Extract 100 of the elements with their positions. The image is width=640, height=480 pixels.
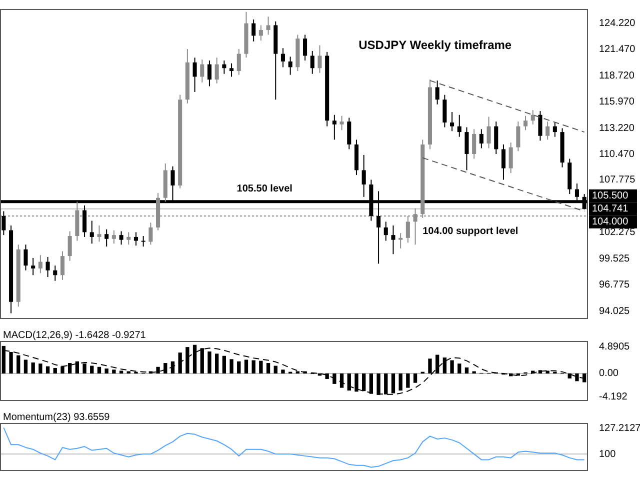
candlestick bbox=[266, 16, 270, 36]
y-tick-label: 118.720 bbox=[599, 70, 635, 82]
bar bbox=[362, 373, 366, 392]
candlestick bbox=[318, 44, 322, 74]
bar bbox=[259, 360, 263, 374]
bar bbox=[332, 373, 336, 384]
candlestick bbox=[442, 94, 447, 128]
candlestick bbox=[457, 114, 462, 138]
y-tick-label: 115.970 bbox=[599, 96, 635, 108]
ref-line-label: 104.741 bbox=[592, 204, 629, 215]
bar bbox=[347, 373, 351, 391]
candlestick bbox=[538, 110, 542, 142]
candlestick bbox=[126, 232, 131, 246]
y-tick-label: 110.470 bbox=[599, 149, 635, 160]
bar bbox=[119, 370, 124, 374]
candlestick bbox=[435, 80, 440, 105]
candlestick bbox=[450, 112, 454, 132]
bar bbox=[208, 351, 212, 374]
bar bbox=[53, 368, 57, 374]
line-series bbox=[3, 348, 585, 395]
bar bbox=[266, 363, 270, 374]
bar bbox=[575, 373, 579, 382]
candlestick bbox=[501, 144, 506, 180]
bar bbox=[546, 370, 550, 374]
candlestick bbox=[230, 62, 234, 78]
bar bbox=[82, 364, 86, 374]
bar bbox=[68, 363, 72, 374]
candlestick bbox=[384, 221, 388, 242]
candlestick bbox=[472, 128, 476, 160]
candlestick bbox=[362, 154, 366, 198]
bar bbox=[442, 358, 447, 374]
bar bbox=[97, 366, 102, 374]
candlestick bbox=[90, 220, 94, 244]
candlestick bbox=[332, 114, 336, 140]
candlestick bbox=[134, 232, 138, 246]
candlestick bbox=[464, 126, 469, 171]
candlestick bbox=[97, 225, 102, 242]
bar bbox=[170, 361, 175, 374]
y-tick-label: 99.525 bbox=[599, 253, 630, 264]
bar bbox=[435, 354, 440, 374]
candlestick bbox=[524, 115, 528, 131]
y-tick-label: 4.8905 bbox=[599, 341, 630, 352]
y-tick-label: 107.775 bbox=[599, 174, 636, 186]
annotation: 105.50 level bbox=[236, 184, 293, 195]
bar bbox=[281, 370, 285, 374]
bar bbox=[230, 359, 234, 374]
bar bbox=[538, 370, 542, 374]
bar bbox=[458, 364, 462, 374]
bar bbox=[568, 373, 572, 378]
bar bbox=[164, 363, 168, 374]
bar bbox=[90, 366, 94, 374]
candlestick bbox=[31, 257, 36, 276]
candlestick bbox=[303, 34, 308, 62]
candlestick bbox=[2, 210, 6, 236]
bar bbox=[24, 360, 28, 374]
bar bbox=[428, 358, 432, 374]
text: USDJPY Weekly timeframe bbox=[358, 38, 512, 52]
chart-title: Momentum(23) 93.6559 bbox=[3, 412, 110, 423]
candlestick bbox=[288, 56, 292, 76]
candlestick bbox=[53, 265, 58, 282]
candlestick bbox=[192, 57, 197, 92]
candlestick bbox=[46, 256, 50, 278]
candlestick bbox=[552, 122, 557, 138]
candlestick bbox=[214, 57, 219, 84]
bar bbox=[60, 366, 64, 374]
bar bbox=[178, 352, 182, 374]
candlestick bbox=[112, 230, 116, 244]
candlestick bbox=[347, 117, 352, 150]
y-tick-label: 102.275 bbox=[599, 227, 636, 238]
candlestick bbox=[280, 48, 285, 68]
bar bbox=[38, 364, 42, 374]
bar bbox=[214, 354, 219, 374]
bar bbox=[274, 366, 278, 374]
candlestick bbox=[486, 116, 491, 149]
candlestick bbox=[68, 230, 72, 262]
y-tick-label: 96.775 bbox=[599, 280, 630, 291]
candlestick bbox=[24, 244, 28, 271]
candlestick bbox=[494, 121, 498, 154]
candlestick bbox=[258, 24, 263, 41]
candlestick bbox=[391, 225, 396, 255]
y-tick-label: -4.192 bbox=[599, 391, 628, 402]
bar bbox=[237, 361, 241, 374]
ref-line-label: 105.500 bbox=[592, 190, 629, 202]
bar bbox=[413, 373, 418, 383]
bar bbox=[9, 352, 13, 374]
candlestick bbox=[398, 232, 403, 249]
ref-line-label: 104.000 bbox=[592, 216, 629, 228]
y-tick-label: 100 bbox=[599, 448, 616, 460]
y-tick-label: 113.220 bbox=[599, 122, 635, 134]
bar bbox=[450, 360, 454, 374]
y-tick-label: 121.470 bbox=[599, 44, 636, 56]
y-tick-label: 124.220 bbox=[599, 18, 636, 29]
candlestick bbox=[516, 121, 520, 152]
y-tick-label: 94.025 bbox=[599, 306, 630, 317]
candlestick bbox=[82, 204, 87, 238]
bar bbox=[46, 366, 50, 374]
candlestick bbox=[207, 60, 212, 87]
chart-title: MACD(12,26,9) -1.6428 -0.9271 bbox=[3, 330, 146, 341]
bar bbox=[354, 373, 358, 392]
candlestick bbox=[104, 228, 109, 248]
